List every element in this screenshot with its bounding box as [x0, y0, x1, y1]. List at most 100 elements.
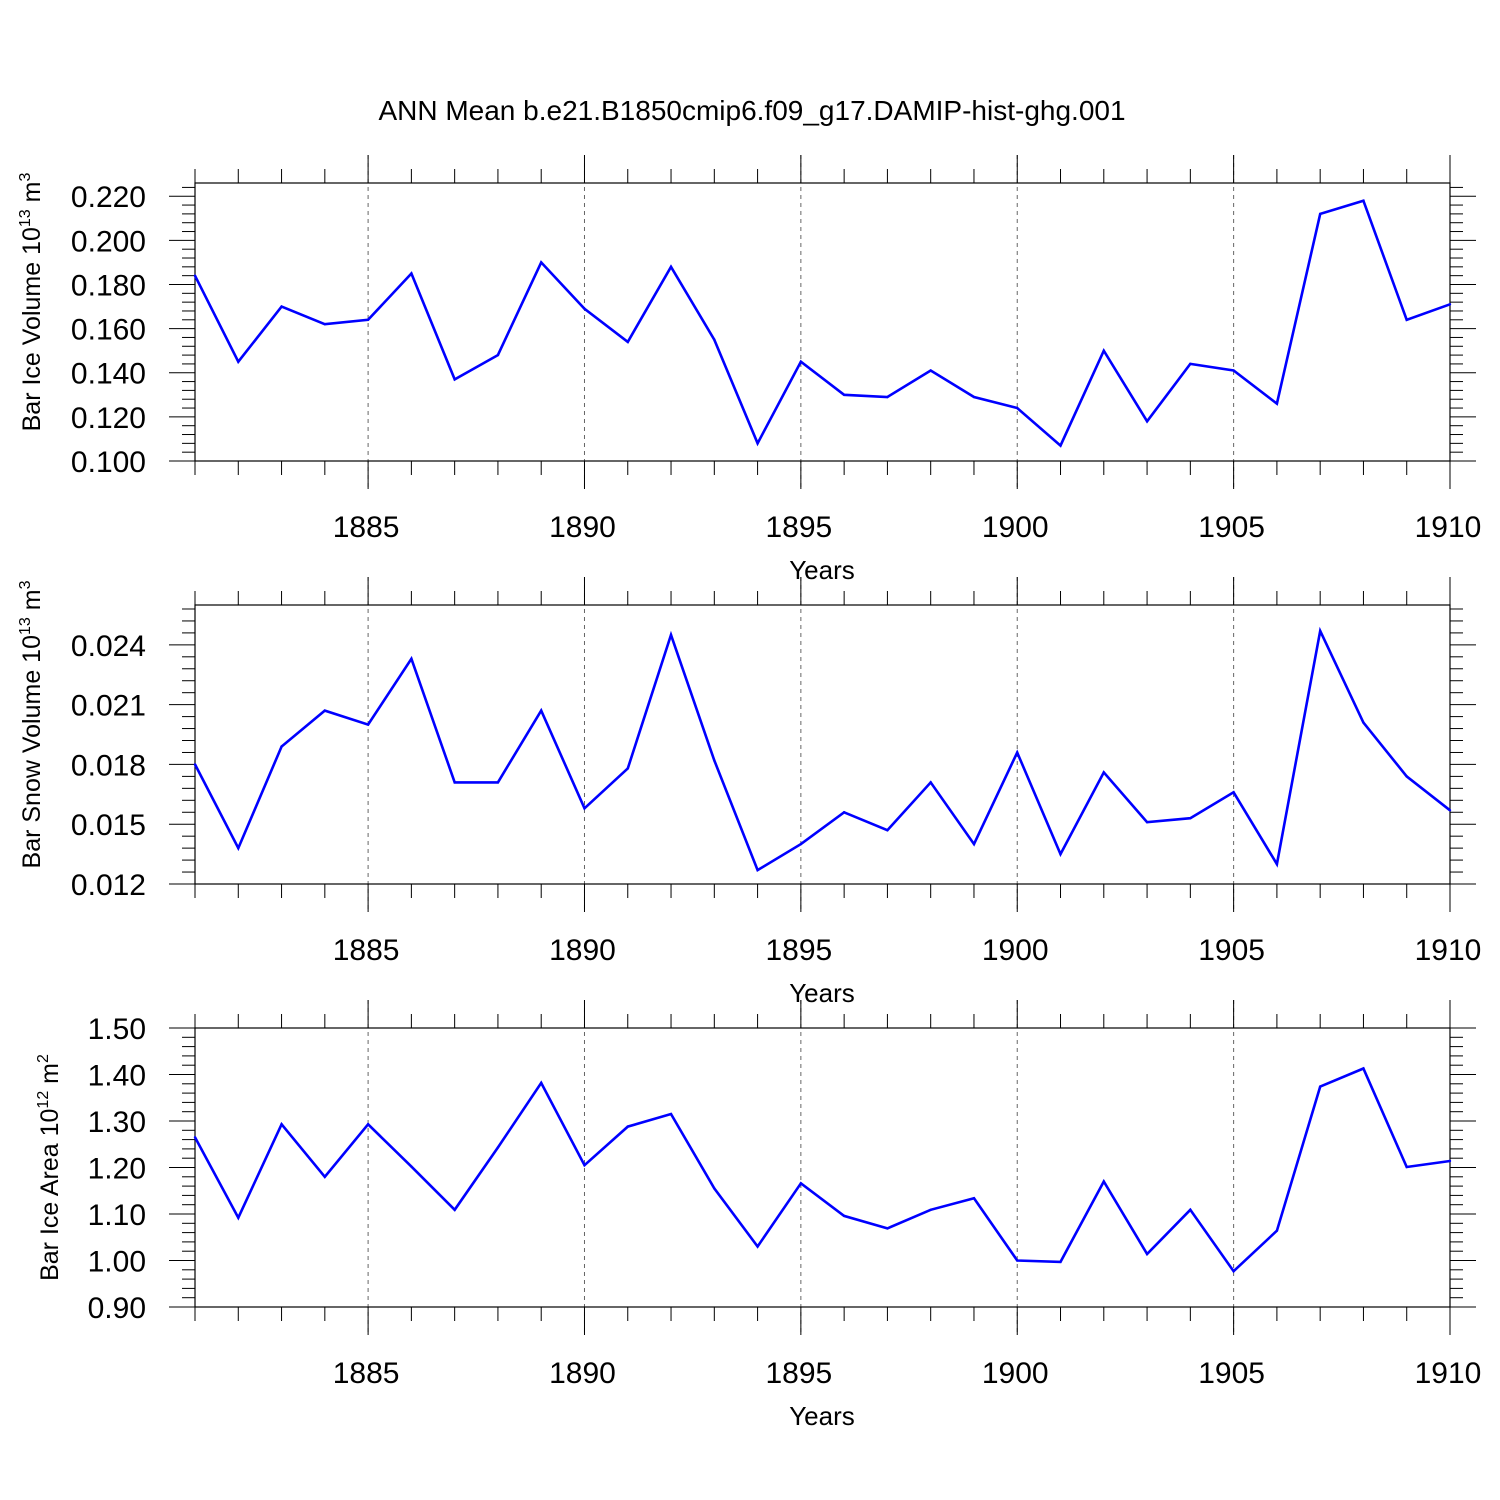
data-point: [669, 633, 673, 637]
x-tick-label: 1890: [549, 511, 616, 544]
data-point: [1145, 1252, 1149, 1256]
data-point: [1275, 862, 1279, 866]
y-tick-label: 1.10: [88, 1199, 146, 1232]
data-point: [886, 828, 889, 832]
x-axis-label: Years: [789, 555, 855, 585]
x-tick-label: 1910: [1415, 1357, 1482, 1390]
y-tick-label: 0.200: [71, 225, 146, 258]
x-tick-label: 1905: [1198, 934, 1265, 967]
x-tick-label: 1890: [549, 934, 616, 967]
y-tick-label: 0.220: [71, 181, 146, 214]
x-tick-label: 1895: [765, 934, 832, 967]
data-point: [1016, 751, 1019, 754]
data-point: [886, 1227, 889, 1230]
x-tick-label: 1900: [982, 1357, 1049, 1390]
y-tick-label: 0.018: [71, 749, 146, 782]
x-tick-label: 1895: [765, 511, 832, 544]
data-point: [626, 1125, 629, 1128]
data-point: [972, 842, 976, 846]
data-point: [280, 1123, 283, 1126]
y-tick-label: 0.120: [71, 402, 146, 435]
data-point: [323, 1175, 327, 1179]
data-point: [193, 274, 197, 277]
data-point: [626, 767, 629, 770]
y-tick-label: 0.012: [71, 869, 146, 902]
x-tick-label: 1900: [982, 934, 1049, 967]
data-point: [886, 395, 889, 399]
x-tick-label: 1900: [982, 511, 1049, 544]
data-point: [756, 1245, 759, 1248]
x-tick-label: 1895: [765, 1357, 832, 1390]
data-point: [799, 1182, 803, 1185]
data-point: [366, 723, 370, 726]
data-point: [1016, 1259, 1019, 1262]
data-point: [237, 1216, 240, 1219]
series-line-bar-ice-area: [193, 1066, 1451, 1274]
plot-frame: [194, 604, 1451, 885]
data-point: [453, 781, 456, 784]
data-point: [366, 318, 370, 321]
data-point: [237, 846, 240, 850]
data-point: [1318, 629, 1322, 633]
data-point: [540, 709, 543, 712]
y-tick-label: 0.024: [71, 630, 146, 663]
data-point: [669, 1112, 673, 1116]
data-point: [1405, 318, 1408, 321]
data-point: [366, 1123, 370, 1126]
data-point: [193, 763, 197, 766]
y-tick-label: 0.160: [71, 314, 146, 347]
data-point: [842, 1214, 846, 1218]
y-tick-label: 0.90: [88, 1292, 146, 1325]
data-point: [669, 265, 673, 269]
y-axis-label: Bar Snow Volume 1013 m3: [17, 580, 46, 868]
data-point: [1059, 444, 1062, 447]
data-point: [713, 1187, 716, 1190]
data-point: [1448, 1159, 1452, 1163]
y-axis-label: Bar Ice Volume 1013 m3: [17, 173, 46, 432]
data-point: [193, 1136, 197, 1139]
x-tick-label: 1885: [333, 511, 400, 544]
y-tick-label: 0.140: [71, 358, 146, 391]
data-point: [496, 1146, 500, 1149]
data-point: [1362, 721, 1365, 724]
data-point: [929, 1208, 932, 1212]
data-point: [280, 305, 283, 308]
data-point: [1059, 1260, 1062, 1264]
series-line-bar-ice-volume: [193, 199, 1451, 448]
data-point: [583, 1163, 586, 1167]
data-point: [1059, 852, 1062, 856]
data-point: [929, 781, 932, 784]
y-tick-label: 1.30: [88, 1106, 146, 1139]
x-tick-label: 1905: [1198, 511, 1265, 544]
y-tick-label: 1.40: [88, 1060, 146, 1093]
data-point: [842, 811, 846, 814]
data-point: [1232, 1269, 1235, 1273]
x-tick-label: 1905: [1198, 1357, 1265, 1390]
data-point: [1189, 1208, 1192, 1212]
data-point: [1145, 420, 1149, 423]
x-axis-label: Years: [789, 978, 855, 1008]
data-point: [1016, 406, 1019, 410]
data-point: [410, 657, 413, 661]
data-point: [1232, 791, 1235, 794]
data-point: [1362, 199, 1365, 202]
data-point: [1189, 817, 1192, 820]
data-point: [410, 1165, 413, 1168]
data-point: [842, 393, 846, 397]
figure-title: ANN Mean b.e21.B1850cmip6.f09_g17.DAMIP-…: [378, 95, 1125, 126]
x-tick-label: 1910: [1415, 511, 1482, 544]
data-point: [626, 340, 629, 344]
data-point: [1448, 303, 1452, 306]
data-point: [496, 353, 500, 357]
x-tick-label: 1885: [333, 934, 400, 967]
data-point: [496, 781, 500, 784]
panel-1: 0.100 0.120 0.140 0.160 0.180 0.200 0.220 1885 1…: [17, 155, 1481, 585]
data-point: [1275, 1229, 1279, 1232]
y-tick-label: 0.180: [71, 269, 146, 302]
y-tick-label: 0.015: [71, 809, 146, 842]
y-tick-label: 0.100: [71, 446, 146, 479]
x-axis-label: Years: [789, 1401, 855, 1431]
data-point: [972, 1196, 976, 1200]
y-axis-label: Bar Ice Area 1012 m2: [35, 1054, 64, 1281]
